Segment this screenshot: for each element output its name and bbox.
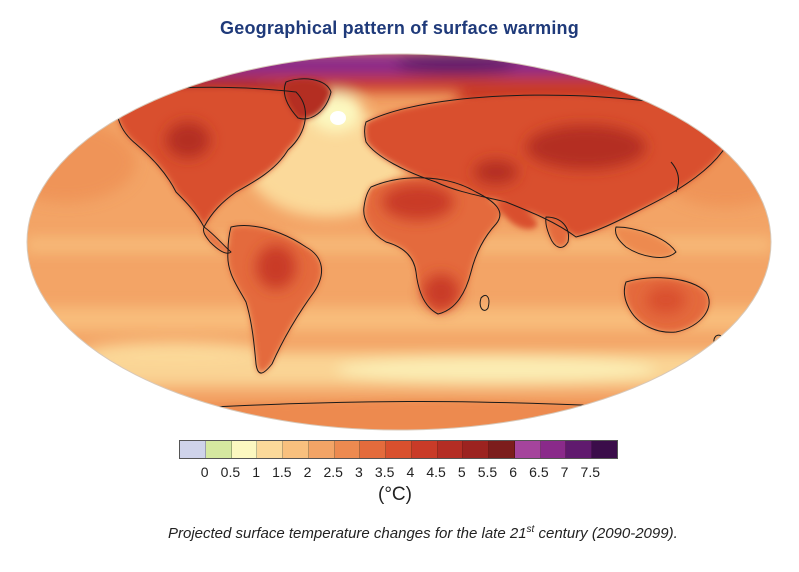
legend-swatch — [360, 441, 387, 458]
caption-superscript: st — [526, 524, 535, 535]
legend-tick-label: 3 — [355, 464, 363, 480]
legend-swatch — [514, 441, 541, 458]
legend-swatch — [411, 441, 438, 458]
legend-swatch — [231, 441, 258, 458]
legend-tick-label: 3.5 — [374, 464, 395, 480]
legend-swatch — [437, 441, 464, 458]
legend-tick-label: 2 — [303, 464, 312, 480]
legend-swatch — [257, 441, 284, 458]
figure-caption: Projected surface temperature changes fo… — [168, 524, 678, 542]
legend-tick-label: 5.5 — [477, 464, 498, 480]
legend-swatch — [205, 441, 232, 458]
caption-text-end: century (2090-2099). — [534, 525, 678, 542]
legend-swatch — [283, 441, 309, 458]
legend-tick-label: 1.5 — [272, 464, 292, 480]
legend-tick-label: 7 — [560, 464, 569, 480]
legend-tick-label: 4 — [406, 464, 415, 480]
legend-swatch — [489, 441, 515, 458]
legend-swatch — [592, 441, 618, 458]
legend-tick-label: 1 — [252, 464, 260, 480]
legend-swatch — [386, 441, 412, 458]
legend-tick-label: 7.5 — [580, 464, 601, 480]
legend-tick-label: 6 — [509, 464, 518, 480]
legend-swatch — [180, 441, 206, 458]
color-scale-legend: 0 0.5 1 1.5 2 2.5 3 3.5 4 4.5 5 5.5 6 6.5 7 7.5 — [179, 440, 618, 482]
caption-text: Projected surface temperature changes fo… — [168, 525, 527, 542]
legend-swatch — [566, 441, 593, 458]
legend-tick-label: 0.5 — [220, 464, 241, 480]
legend-tick-label: 5 — [457, 464, 466, 480]
legend-tick-label: 6.5 — [529, 464, 549, 480]
legend-tick-label: 4.5 — [426, 464, 446, 480]
legend-tick-label: 0 — [200, 464, 209, 480]
legend-tick-label: 2.5 — [323, 464, 343, 480]
color-scale-bar — [179, 440, 618, 459]
color-scale-ticks: 0 0.5 1 1.5 2 2.5 3 3.5 4 4.5 5 5.5 6 6.5 7 7.5 — [179, 464, 616, 482]
legend-swatch — [463, 441, 490, 458]
unit-label: (°C) — [378, 484, 412, 505]
map-title: Geographical pattern of surface warming — [220, 18, 579, 38]
legend-swatch — [540, 441, 567, 458]
world-warming-map — [26, 52, 772, 432]
legend-swatch — [334, 441, 361, 458]
legend-swatch — [308, 441, 335, 458]
